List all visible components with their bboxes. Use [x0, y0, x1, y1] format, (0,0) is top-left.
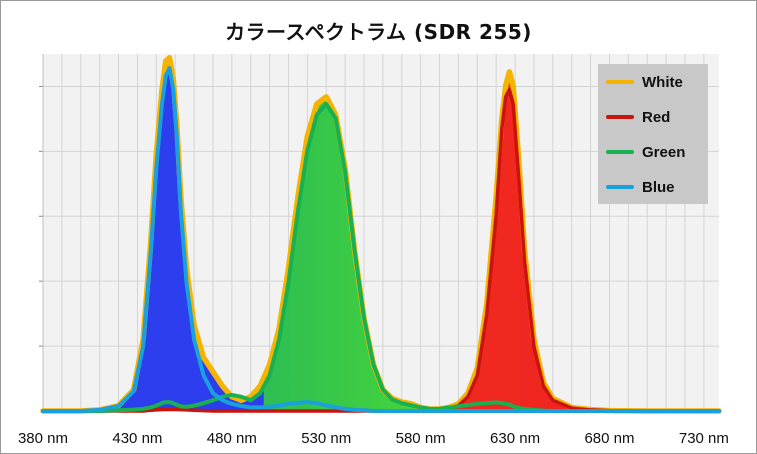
- x-tick-label: 680 nm: [584, 430, 634, 447]
- x-tick-label: 530 nm: [301, 430, 351, 447]
- legend-swatch-red: [606, 115, 634, 119]
- legend-swatch-white: [606, 80, 634, 84]
- x-tick-label: 430 nm: [112, 430, 162, 447]
- series-line-blue: [41, 66, 721, 413]
- x-tick-label: 730 nm: [679, 430, 729, 447]
- legend-label-blue: Blue: [642, 178, 675, 196]
- legend-swatch-blue: [606, 185, 634, 189]
- x-tick-label: 480 nm: [207, 430, 257, 447]
- legend-swatch-green: [606, 150, 634, 154]
- legend-label-white: White: [642, 73, 683, 91]
- legend-item-green: Green: [606, 142, 685, 162]
- legend-item-blue: Blue: [606, 177, 675, 197]
- series-line-green: [41, 101, 721, 413]
- x-tick-label: 580 nm: [396, 430, 446, 447]
- series-line-red: [41, 87, 721, 413]
- x-axis-ticks: 380 nm 430 nm 480 nm 530 nm 580 nm 630 nm 680 …: [18, 430, 729, 447]
- legend-item-white: White: [606, 72, 683, 92]
- x-tick-label: 380 nm: [18, 430, 68, 447]
- x-tick-label: 630 nm: [490, 430, 540, 447]
- legend-label-green: Green: [642, 143, 686, 161]
- blue-peak-fill: [80, 57, 264, 411]
- series-lines: [40, 54, 722, 414]
- chart-title: カラースペクトラム (SDR 255): [225, 20, 532, 44]
- legend-label-red: Red: [642, 108, 671, 126]
- legend: White Red Green Blue: [598, 64, 708, 204]
- legend-item-red: Red: [606, 107, 670, 127]
